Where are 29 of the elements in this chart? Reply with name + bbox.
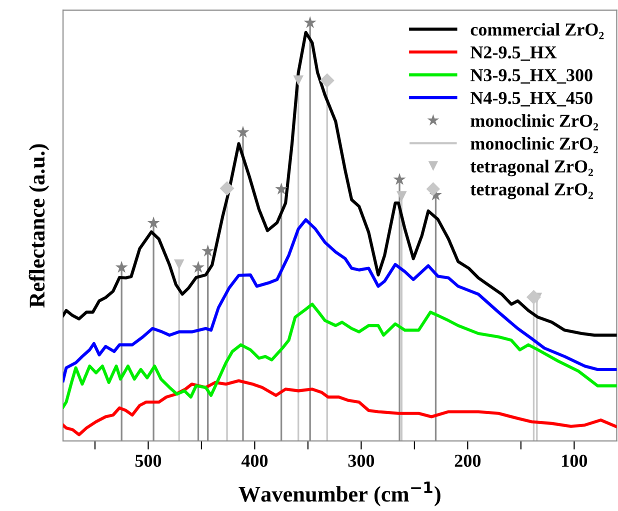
point: [236, 126, 250, 138]
point: [393, 173, 406, 185]
legend-label: N2-9.5_HX: [470, 46, 557, 61]
point: [192, 260, 205, 273]
x-tick-label: 100: [562, 454, 588, 467]
x-tick-label: 300: [348, 454, 374, 467]
legend-label: commercial ZrO₂: [470, 22, 604, 40]
point: [174, 259, 184, 270]
x-tick-label: 400: [241, 454, 268, 467]
point: [293, 75, 304, 86]
legend-label: N4-9.5_HX_450: [470, 92, 592, 106]
point: [220, 181, 234, 196]
point: [304, 16, 316, 28]
point: [115, 260, 128, 273]
x-tick-label: 200: [454, 454, 481, 467]
point: [526, 290, 541, 304]
legend-label: N3-9.5_HX_300: [470, 69, 592, 84]
point: [320, 73, 334, 88]
point: [396, 191, 407, 202]
x-tick-label: 500: [135, 454, 162, 467]
y-axis-title: Reflectance (a.u.): [28, 144, 50, 308]
legend-label: monoclinic ZrO₂: [470, 136, 598, 154]
x-axis-title: Wavenumber (cm$^{−1}$): [238, 482, 440, 506]
legend-label: tetragonal ZrO₂: [470, 160, 593, 176]
point: [147, 216, 160, 228]
point: [275, 182, 288, 195]
legend-label: tetragonal ZrO₂: [470, 182, 593, 200]
point: [202, 244, 214, 256]
legend-label: monoclinic ZrO₂: [470, 114, 598, 130]
